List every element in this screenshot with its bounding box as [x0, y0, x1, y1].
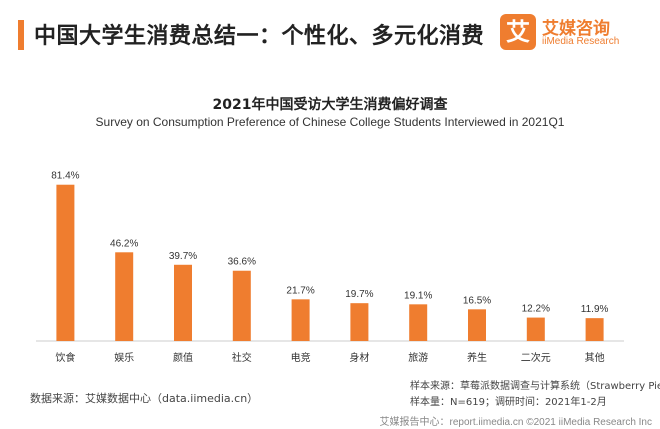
- sample-info: 样本来源：草莓派数据调查与计算系统（Strawberry Pie） 样本量：N=…: [410, 379, 660, 411]
- bar: [291, 299, 310, 341]
- bar: [350, 303, 369, 341]
- x-tick-label: 颜值: [173, 351, 193, 364]
- x-tick-label: 社交: [232, 351, 252, 364]
- title-accent-bar: [18, 20, 24, 50]
- x-tick-label: 养生: [467, 351, 487, 364]
- sample-size: 样本量：N=619；调研时间：2021年1-2月: [410, 397, 607, 408]
- data-label: 39.7%: [169, 251, 197, 262]
- x-tick-label: 二次元: [521, 351, 551, 364]
- chart-title: 2021年中国受访大学生消费偏好调查: [212, 97, 448, 113]
- bar: [174, 264, 192, 341]
- data-label: 36.6%: [228, 257, 256, 268]
- bar-chart: 81.4% 饮食 46.2% 娱乐 39.7% 颜值 36.6% 社交 21.7% 电竞 19.7%…: [36, 171, 624, 364]
- x-tick-label: 电竞: [291, 351, 311, 364]
- page-title: 中国大学生消费总结一：个性化、多元化消费: [34, 24, 485, 49]
- bar: [468, 309, 486, 341]
- x-tick-label: 其他: [585, 351, 605, 364]
- data-label: 11.9%: [581, 304, 609, 315]
- data-label: 19.7%: [345, 289, 373, 300]
- x-tick-label: 饮食: [55, 351, 75, 364]
- x-tick-label: 旅游: [408, 351, 428, 364]
- x-tick-label: 身材: [349, 351, 369, 364]
- x-tick-label: 娱乐: [114, 351, 134, 364]
- data-label: 12.2%: [522, 304, 550, 315]
- bar: [585, 318, 604, 341]
- data-label: 19.1%: [404, 290, 432, 301]
- bar: [526, 317, 545, 341]
- bar: [232, 270, 251, 341]
- data-label: 81.4%: [51, 171, 79, 182]
- bar: [409, 304, 428, 341]
- chart-subtitle: Survey on Consumption Preference of Chin…: [95, 115, 565, 129]
- data-source: 数据来源：艾媒数据中心（data.iimedia.cn）: [30, 392, 259, 405]
- brand-logo: 艾 艾媒咨询 iiMedia Research: [500, 14, 650, 54]
- data-label: 46.2%: [110, 238, 138, 249]
- logo-mark-icon: 艾: [500, 14, 536, 50]
- data-label: 21.7%: [286, 285, 314, 296]
- bar: [56, 184, 75, 341]
- logo-subtitle: iiMedia Research: [542, 36, 620, 47]
- bar: [115, 252, 134, 341]
- footer-credit: 艾媒报告中心：report.iimedia.cn ©2021 iiMedia R…: [379, 417, 652, 428]
- data-label: 16.5%: [463, 295, 491, 306]
- sample-source: 样本来源：草莓派数据调查与计算系统（Strawberry Pie）: [410, 381, 660, 392]
- logo-name: 艾媒咨询: [542, 19, 610, 39]
